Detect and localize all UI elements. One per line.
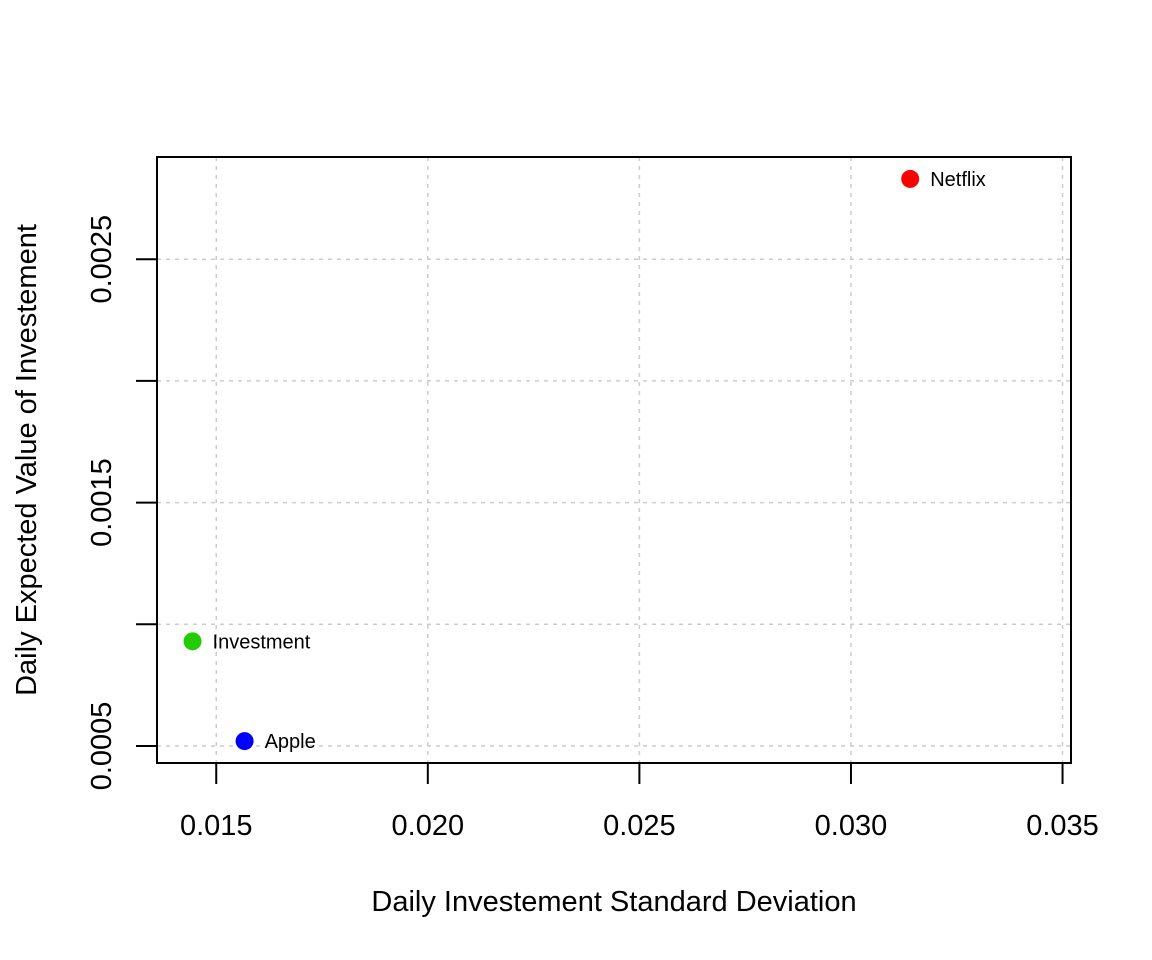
y-axis-label: Daily Expected Value of Investement xyxy=(11,224,43,696)
x-tick-label: 0.020 xyxy=(392,810,465,842)
data-points: Netflix Investment Apple xyxy=(183,169,986,753)
x-tick-label: 0.030 xyxy=(815,810,888,842)
x-axis-label: Daily Investement Standard Deviation xyxy=(371,886,856,918)
y-tick-label: 0.0025 xyxy=(86,215,118,304)
point-apple xyxy=(235,732,254,751)
x-axis: 0.015 0.020 0.025 0.030 0.035 xyxy=(180,762,1099,842)
x-tick-label: 0.015 xyxy=(180,810,253,842)
point-label-apple: Apple xyxy=(265,731,316,753)
point-label-netflix: Netflix xyxy=(930,169,986,191)
x-tick-label: 0.025 xyxy=(603,810,676,842)
grid xyxy=(157,157,1071,763)
y-axis: 0.0005 0.0015 0.0025 xyxy=(86,215,158,791)
point-label-investment: Investment xyxy=(213,631,311,653)
point-investment xyxy=(183,632,202,651)
y-tick-label: 0.0005 xyxy=(86,702,118,791)
y-tick-label: 0.0015 xyxy=(86,458,118,547)
x-tick-label: 0.035 xyxy=(1026,810,1099,842)
point-netflix xyxy=(901,169,920,188)
plot-frame xyxy=(156,156,1072,764)
